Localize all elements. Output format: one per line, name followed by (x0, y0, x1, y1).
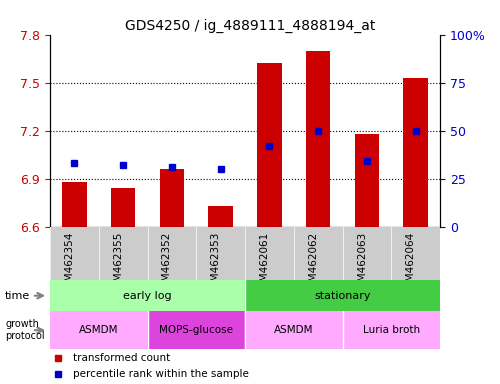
Text: ASMDM: ASMDM (274, 325, 314, 335)
Text: percentile rank within the sample: percentile rank within the sample (74, 369, 250, 379)
Text: GSM462063: GSM462063 (357, 232, 367, 295)
FancyBboxPatch shape (245, 311, 342, 349)
Bar (257, 63, 281, 227)
Bar (62, 182, 86, 227)
Text: GDS4250 / ig_4889111_4888194_at: GDS4250 / ig_4889111_4888194_at (125, 19, 375, 33)
FancyBboxPatch shape (50, 280, 245, 311)
Text: GSM462355: GSM462355 (113, 232, 123, 295)
Text: time: time (5, 291, 30, 301)
FancyBboxPatch shape (245, 280, 440, 311)
FancyBboxPatch shape (148, 311, 245, 349)
Text: stationary: stationary (314, 291, 371, 301)
Bar (160, 169, 184, 227)
Text: transformed count: transformed count (74, 353, 170, 363)
Bar (208, 206, 233, 227)
Text: GSM462353: GSM462353 (210, 232, 220, 295)
Text: GSM462352: GSM462352 (162, 232, 172, 295)
Bar (306, 51, 330, 227)
Bar (404, 78, 428, 227)
Bar (354, 134, 379, 227)
Text: GSM462061: GSM462061 (260, 232, 270, 295)
Text: ASMDM: ASMDM (79, 325, 118, 335)
Text: GSM462354: GSM462354 (64, 232, 74, 295)
Text: growth
protocol: growth protocol (5, 319, 44, 341)
Text: early log: early log (123, 291, 172, 301)
Text: GSM462062: GSM462062 (308, 232, 318, 295)
Text: Luria broth: Luria broth (362, 325, 420, 335)
FancyBboxPatch shape (50, 311, 148, 349)
Text: GSM462064: GSM462064 (406, 232, 415, 295)
Bar (111, 188, 136, 227)
FancyBboxPatch shape (342, 311, 440, 349)
Text: MOPS-glucose: MOPS-glucose (159, 325, 233, 335)
